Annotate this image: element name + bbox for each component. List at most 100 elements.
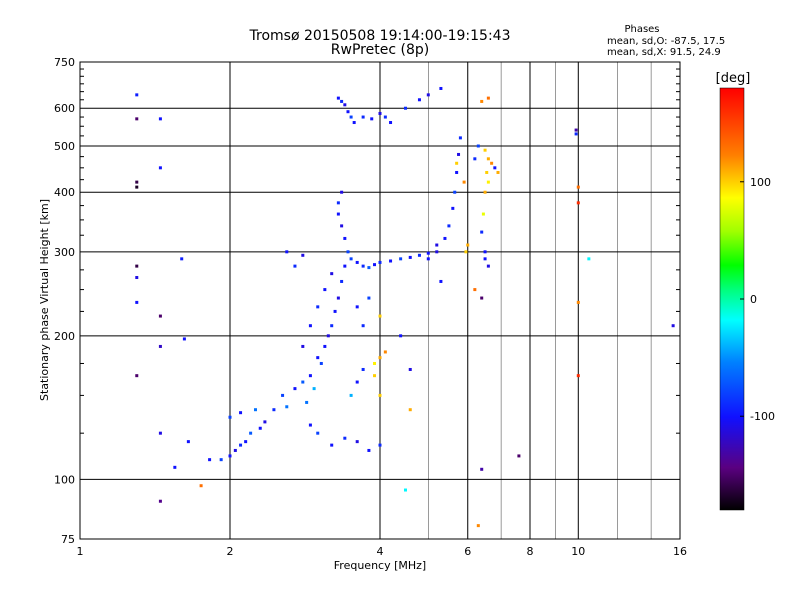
- data-point: [483, 257, 487, 261]
- data-point: [443, 236, 447, 240]
- y-tick-label: 750: [54, 56, 75, 69]
- y-tick-label: 200: [54, 330, 75, 343]
- data-point: [330, 443, 334, 447]
- data-point: [403, 488, 407, 492]
- data-point: [451, 206, 455, 210]
- phase-legend-line1: mean, sd,O: -87.5, 17.5: [607, 36, 725, 47]
- data-point: [576, 201, 580, 205]
- data-point: [180, 257, 184, 261]
- data-point: [272, 408, 276, 412]
- data-point: [219, 458, 223, 462]
- data-point: [417, 253, 421, 257]
- data-point: [574, 132, 578, 136]
- x-tick-label: 16: [673, 545, 687, 558]
- data-point: [199, 484, 203, 488]
- data-point: [135, 264, 139, 268]
- data-point: [408, 255, 412, 259]
- data-point: [293, 387, 297, 391]
- x-tick-label: 6: [464, 545, 471, 558]
- data-point: [249, 431, 253, 435]
- data-point: [389, 259, 393, 263]
- data-point: [346, 250, 350, 254]
- data-point: [453, 190, 457, 194]
- data-point: [483, 190, 487, 194]
- data-point: [486, 180, 490, 184]
- data-point: [301, 344, 305, 348]
- data-point: [343, 236, 347, 240]
- data-point: [408, 367, 412, 371]
- data-point: [186, 440, 190, 444]
- data-point: [587, 257, 591, 261]
- data-point: [135, 117, 139, 121]
- data-point: [464, 250, 468, 254]
- data-point: [349, 257, 353, 261]
- y-tick-label: 75: [61, 533, 75, 546]
- data-point: [343, 264, 347, 268]
- plot-frame: [79, 61, 681, 540]
- axis-ticks: 1 2 4 6 8 10 16 75 100 200 300 400 500 600 750: [54, 56, 687, 558]
- data-point: [340, 279, 344, 283]
- data-point: [308, 324, 312, 328]
- data-point: [308, 423, 312, 427]
- data-point: [517, 454, 521, 458]
- data-point: [373, 361, 377, 365]
- data-points: [135, 86, 675, 528]
- data-point: [373, 263, 377, 267]
- data-point: [367, 296, 371, 300]
- data-point: [378, 260, 382, 264]
- data-point: [481, 212, 485, 216]
- data-point: [480, 230, 484, 234]
- data-point: [301, 380, 305, 384]
- data-point: [285, 250, 289, 254]
- y-tick-label: 500: [54, 140, 75, 153]
- data-point: [316, 356, 320, 360]
- data-point: [158, 166, 162, 170]
- data-point: [135, 180, 139, 184]
- data-point: [383, 115, 387, 119]
- data-point: [383, 350, 387, 354]
- data-point: [301, 253, 305, 257]
- data-point: [458, 136, 462, 140]
- y-tick-label: 600: [54, 102, 75, 115]
- data-point: [483, 148, 487, 152]
- data-point: [355, 305, 359, 309]
- data-point: [426, 93, 430, 97]
- data-point: [576, 185, 580, 189]
- data-point: [336, 212, 340, 216]
- data-point: [466, 243, 470, 247]
- data-point: [135, 93, 139, 97]
- colorbar-ticks: 100 0 -100: [740, 176, 775, 423]
- data-point: [426, 257, 430, 261]
- data-point: [493, 166, 497, 170]
- data-point: [473, 157, 477, 161]
- data-point: [403, 106, 407, 110]
- y-tick-label: 400: [54, 186, 75, 199]
- data-point: [343, 436, 347, 440]
- data-point: [447, 224, 451, 228]
- data-point: [435, 243, 439, 247]
- data-point: [326, 334, 330, 338]
- data-point: [486, 157, 490, 161]
- data-point: [312, 387, 316, 391]
- data-point: [361, 264, 365, 268]
- data-point: [158, 117, 162, 121]
- x-tick-label: 4: [377, 545, 384, 558]
- data-point: [158, 431, 162, 435]
- data-point: [417, 98, 421, 102]
- x-tick-label: 8: [527, 545, 534, 558]
- data-point: [208, 458, 212, 462]
- data-point: [228, 454, 232, 458]
- data-point: [343, 103, 347, 107]
- data-point: [574, 128, 578, 132]
- data-point: [455, 161, 459, 165]
- data-point: [336, 296, 340, 300]
- data-point: [135, 276, 139, 280]
- data-point: [480, 467, 484, 471]
- data-point: [323, 344, 327, 348]
- data-point: [361, 367, 365, 371]
- data-point: [158, 344, 162, 348]
- data-point: [355, 440, 359, 444]
- data-point: [378, 393, 382, 397]
- grid: [80, 62, 680, 539]
- data-point: [349, 115, 353, 119]
